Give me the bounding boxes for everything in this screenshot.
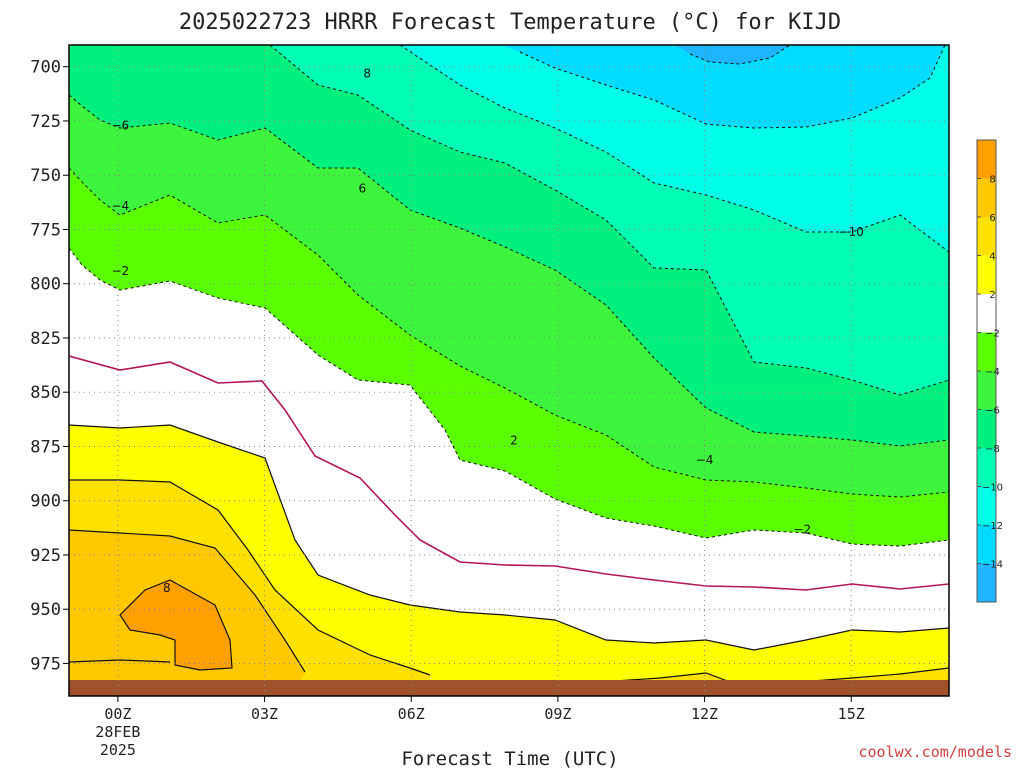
- y-axis-pressure: 700 725 750 775 800 825 850 875 900 925 950 975: [30, 58, 69, 674]
- y-tick-label-925: 925: [30, 546, 61, 566]
- colorbar-label-9: −12: [982, 521, 1003, 532]
- y-tick-label-800: 800: [30, 275, 61, 295]
- colorbar-bin-2-to-4: [977, 255, 996, 294]
- x-tick-date: 28FEB: [95, 723, 140, 741]
- band-strip-near-surface-right: [800, 668, 949, 682]
- source-credit: coolwx.com/models: [858, 743, 1012, 761]
- negative-isotherm-lines: [69, 45, 949, 547]
- x-tick-label-03Z: 03Z: [251, 705, 278, 723]
- plot-frame: [68, 44, 950, 697]
- x-tick-label-00Z: 00Z: [104, 705, 131, 723]
- colorbar-bin--10-to--8: [977, 448, 996, 487]
- colorbar-bin--2-to-2: [977, 294, 996, 333]
- contour-label-2: 6: [359, 182, 367, 196]
- y-tick-label-775: 775: [30, 220, 61, 240]
- contour-label-0: 8: [363, 67, 371, 81]
- colorbar-bin--4-to--2: [977, 332, 996, 371]
- colorbar-label-7: −8: [985, 444, 1000, 455]
- x-tick-label-06Z: 06Z: [398, 705, 425, 723]
- y-tick-label-950: 950: [30, 600, 61, 620]
- colorbar-bin-8-to-10: [977, 140, 996, 179]
- surface-ground-strip: [69, 680, 949, 696]
- colorbar-bin--6-to--4: [977, 371, 996, 410]
- chart-title: 2025022723 HRRR Forecast Temperature (°C…: [179, 10, 841, 35]
- colorbar-bin--8-to--6: [977, 409, 996, 448]
- colorbar-bin--14-to--12: [977, 525, 996, 564]
- y-tick-label-900: 900: [30, 492, 61, 512]
- y-tick-label-725: 725: [30, 112, 61, 132]
- colorbar-bin-4-to-6: [977, 217, 996, 256]
- x-tick-label-12Z: 12Z: [691, 705, 718, 723]
- y-tick-label-825: 825: [30, 329, 61, 349]
- colorbar-label-8: −10: [982, 483, 1003, 494]
- colorbar-label-1: 6: [989, 213, 995, 224]
- colorbar-bin-6-to-8: [977, 178, 996, 217]
- contour-value-labels: 8 −6 6 −4 −10 −2 2 −4 −2 8: [111, 67, 863, 595]
- contour-label-1: −6: [111, 119, 129, 133]
- positive-isotherm-lines: [69, 424, 949, 683]
- colorbar-label-2: 4: [989, 252, 995, 263]
- freezing-isotherm-line: [69, 355, 949, 591]
- y-tick-label-750: 750: [30, 166, 61, 186]
- x-axis-title: Forecast Time (UTC): [401, 748, 618, 768]
- temperature-colorbar: 8 6 4 2 −2 −4 −6 −8 −10 −12 −14: [976, 139, 1003, 603]
- y-tick-label-975: 975: [30, 654, 61, 674]
- temperature-contour-field: [69, 45, 949, 696]
- x-tick-year: 2025: [100, 741, 136, 759]
- colorbar-label-0: 8: [989, 175, 995, 186]
- colorbar-label-6: −6: [985, 406, 1000, 417]
- colorbar-bin--12-to--10: [977, 486, 996, 525]
- contour-label-5: −2: [111, 264, 129, 278]
- colorbar-label-5: −4: [985, 367, 1000, 378]
- contour-label-9: 8: [163, 581, 171, 595]
- y-tick-label-700: 700: [30, 58, 61, 78]
- y-tick-label-875: 875: [30, 437, 61, 457]
- y-tick-label-850: 850: [30, 383, 61, 403]
- contour-label-6: 2: [510, 433, 518, 447]
- plot-gridlines: [69, 45, 949, 696]
- contour-label-7: −4: [696, 453, 714, 467]
- x-tick-label-09Z: 09Z: [544, 705, 571, 723]
- contour-label-4: −10: [839, 225, 864, 239]
- colorbar-bin--16-to--14: [977, 563, 996, 602]
- colorbar-label-10: −14: [982, 560, 1003, 571]
- contour-label-8: −2: [793, 522, 811, 536]
- colorbar-label-3: 2: [989, 290, 995, 301]
- band-8-to-10: [120, 580, 232, 670]
- x-tick-label-15Z: 15Z: [838, 705, 865, 723]
- contour-label-3: −4: [111, 199, 129, 213]
- colorbar-label-4: −2: [985, 329, 1000, 340]
- band-minus12-to-minus14: [500, 45, 945, 128]
